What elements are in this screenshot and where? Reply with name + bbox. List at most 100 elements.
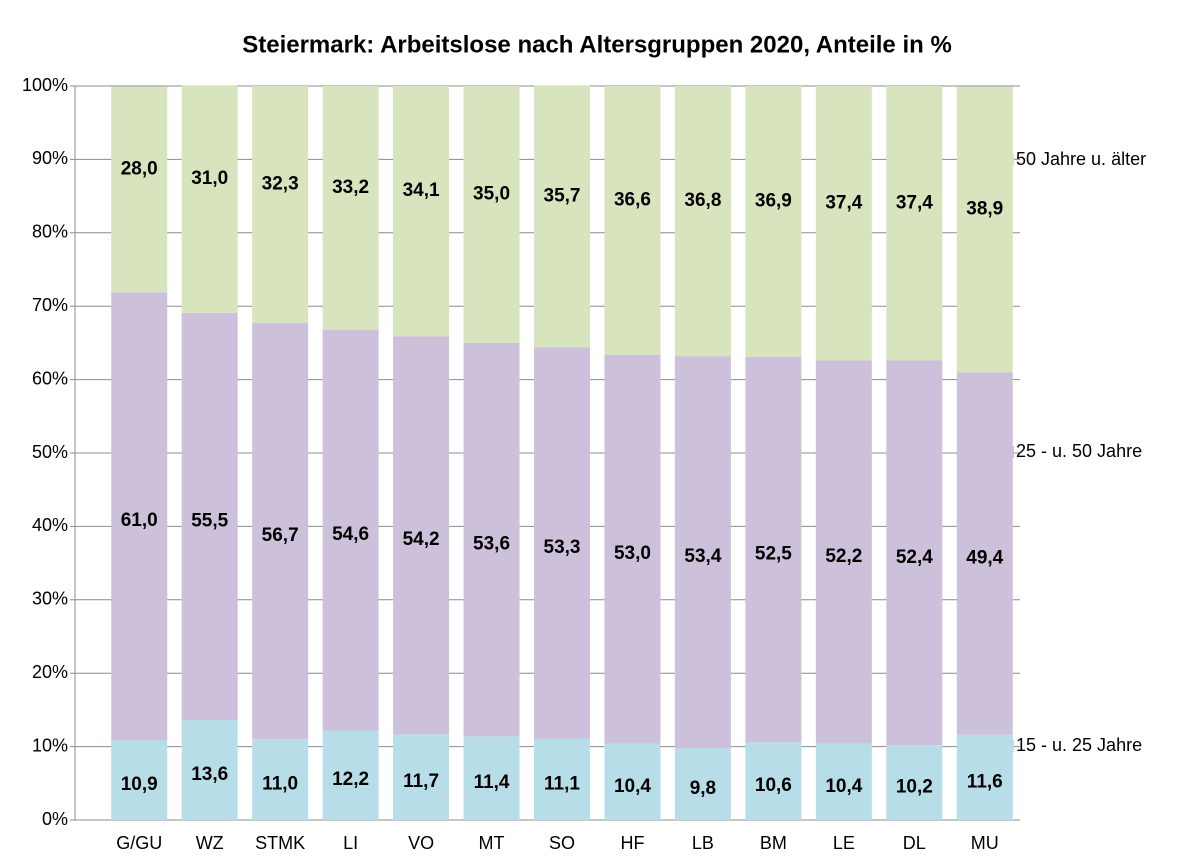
- bar-segment: [674, 86, 731, 357]
- bar-segment: [393, 86, 450, 337]
- data-label: 10,4: [614, 776, 651, 797]
- data-label: 53,6: [473, 534, 510, 555]
- data-label: 36,9: [755, 190, 792, 211]
- data-label: 11,6: [967, 771, 1003, 792]
- bar-segment: [322, 86, 379, 330]
- legend-swatch: [1002, 740, 1014, 752]
- bar-segment: [181, 720, 238, 820]
- data-label: 52,5: [755, 544, 792, 565]
- x-tick-label: MU: [971, 833, 999, 853]
- bar-segment: [111, 739, 168, 820]
- data-label: 10,6: [755, 775, 792, 796]
- legend-swatch: [1002, 154, 1014, 166]
- x-tick-label: MT: [479, 833, 505, 853]
- y-tick-label: 60%: [32, 368, 68, 388]
- x-tick-label: DL: [903, 833, 926, 853]
- legend-swatch: [1002, 446, 1014, 458]
- bar-segment: [252, 86, 309, 324]
- x-tick-label: LI: [343, 833, 358, 853]
- bar-segment: [604, 86, 661, 355]
- data-label: 55,5: [191, 511, 228, 532]
- data-label: 31,0: [191, 168, 228, 189]
- legend-label: 50 Jahre u. älter: [1016, 149, 1146, 169]
- bar-segment: [815, 743, 872, 820]
- x-tick-label: SO: [549, 833, 575, 853]
- bar-segment: [322, 730, 379, 820]
- bar-segment: [463, 86, 520, 343]
- data-label: 52,4: [896, 547, 933, 568]
- y-tick-label: 40%: [32, 515, 68, 535]
- y-tick-label: 100%: [22, 75, 68, 95]
- bar-segment: [886, 360, 943, 746]
- data-label: 9,8: [690, 778, 716, 799]
- bar-segment: [252, 739, 309, 820]
- bar-segment: [956, 86, 1013, 373]
- bar-segment: [463, 736, 520, 820]
- bar-segment: [604, 743, 661, 820]
- data-label: 54,6: [332, 524, 369, 545]
- data-label: 32,3: [262, 174, 299, 195]
- data-label: 36,8: [684, 190, 721, 211]
- bar-segment: [674, 748, 731, 820]
- data-label: 10,9: [121, 774, 158, 795]
- data-label: 11,0: [262, 774, 298, 795]
- bar-segment: [463, 342, 520, 737]
- data-label: 35,0: [473, 183, 510, 204]
- data-label: 61,0: [121, 510, 158, 531]
- bar-segment: [956, 372, 1013, 735]
- bar-segment: [252, 323, 309, 740]
- bar-segment: [534, 738, 590, 820]
- bar-segment: [534, 347, 590, 739]
- data-label: 10,2: [896, 777, 933, 798]
- bar-segment: [393, 734, 450, 820]
- data-label: 11,4: [474, 772, 510, 793]
- bar-segment: [745, 356, 802, 743]
- bar-segment: [745, 742, 802, 820]
- y-tick-label: 80%: [32, 222, 68, 242]
- bar-segment: [534, 85, 590, 348]
- x-tick-label: HF: [620, 833, 644, 853]
- y-tick-label: 0%: [42, 809, 68, 829]
- data-label: 36,6: [614, 189, 651, 210]
- data-label: 37,4: [825, 192, 862, 213]
- data-label: 12,2: [332, 769, 369, 790]
- data-label: 56,7: [262, 525, 299, 546]
- bar-segment: [181, 312, 238, 721]
- data-label: 54,2: [403, 529, 440, 550]
- bar-segment: [604, 354, 661, 744]
- y-tick-label: 70%: [32, 295, 68, 315]
- data-label: 28,0: [121, 159, 158, 180]
- legend-label: 15 - u. 25 Jahre: [1016, 735, 1142, 755]
- data-label: 11,1: [544, 773, 580, 794]
- data-label: 33,2: [332, 177, 369, 198]
- y-tick-label: 10%: [32, 735, 68, 755]
- bar-segment: [815, 86, 872, 361]
- x-tick-label: LE: [833, 833, 855, 853]
- bar-segment: [745, 86, 802, 357]
- bar-segment: [322, 329, 379, 731]
- x-tick-label: WZ: [196, 833, 224, 853]
- data-label: 38,9: [966, 199, 1003, 220]
- data-label: 52,2: [825, 546, 862, 567]
- data-label: 53,3: [544, 537, 581, 558]
- data-label: 10,4: [825, 776, 862, 797]
- x-tick-label: G/GU: [116, 833, 162, 853]
- bar-segment: [886, 86, 943, 361]
- bar-segment: [815, 360, 872, 744]
- y-tick-label: 50%: [32, 442, 68, 462]
- y-tick-label: 20%: [32, 662, 68, 682]
- chart-title: Steiermark: Arbeitslose nach Altersgrupp…: [242, 31, 952, 58]
- x-tick-label: BM: [760, 833, 787, 853]
- bar-segment: [111, 292, 168, 740]
- data-label: 37,4: [896, 192, 933, 213]
- bar-segment: [886, 745, 943, 820]
- bar-segment: [674, 356, 731, 749]
- data-label: 11,7: [403, 771, 439, 792]
- data-label: 53,4: [684, 546, 721, 567]
- bar-segment: [111, 86, 168, 293]
- x-tick-label: VO: [408, 833, 434, 853]
- data-label: 35,7: [544, 185, 581, 206]
- y-tick-label: 90%: [32, 148, 68, 168]
- data-label: 49,4: [966, 548, 1003, 569]
